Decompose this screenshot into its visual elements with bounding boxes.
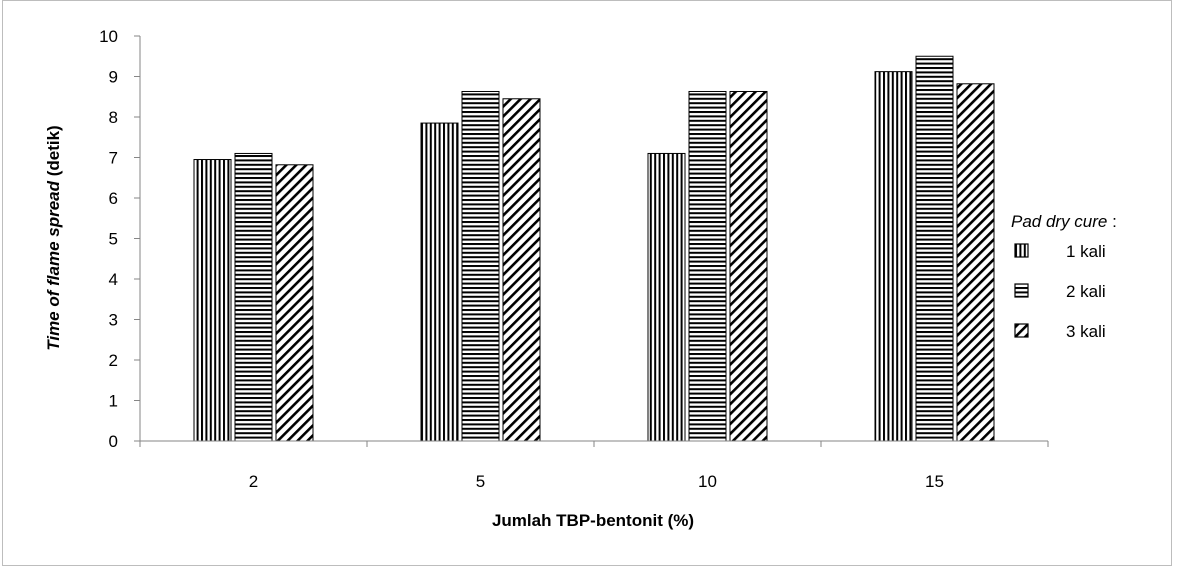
- bar-2-kali-10: [688, 90, 727, 442]
- y-tick-label: 10: [99, 27, 118, 46]
- y-axis-ticks: 0 1 2 3 4 5 6 7 8 9 10: [99, 27, 140, 451]
- legend-label: 1 kali: [1066, 242, 1106, 261]
- legend-label: 3 kali: [1066, 322, 1106, 341]
- legend-items: 1 kali 2 kali 3 kali: [1014, 242, 1106, 341]
- legend-title-italic: Pad dry cure: [1011, 212, 1107, 231]
- y-tick-label: 2: [109, 351, 118, 370]
- bar-3-kali-10: [729, 90, 768, 442]
- legend: Pad dry cure : 1 kali 2 kali 3 kali: [1011, 212, 1117, 341]
- x-tick-label: 10: [698, 472, 717, 491]
- legend-swatch-3-kali: [1014, 323, 1029, 338]
- x-axis-title: Jumlah TBP-bentonit (%): [492, 511, 694, 530]
- x-axis-ticks: 2 5 10 15: [139, 441, 1049, 491]
- y-tick-label: 6: [109, 189, 118, 208]
- y-tick-label: 1: [109, 392, 118, 411]
- bar-3-kali-2: [275, 164, 314, 442]
- x-tick-label: 5: [476, 472, 485, 491]
- bars: [193, 55, 995, 442]
- legend-title: Pad dry cure :: [1011, 212, 1117, 231]
- legend-title-colon: :: [1107, 212, 1116, 231]
- y-tick-label: 0: [109, 432, 118, 451]
- legend-swatch-2-kali: [1014, 283, 1029, 298]
- y-tick-label: 8: [109, 108, 118, 127]
- bar-1-kali-2: [193, 159, 232, 442]
- y-axis-title-unit: (detik): [44, 125, 63, 181]
- bar-chart: 0 1 2 3 4 5 6 7 8 9 10 2 5 10 15 Time of flame spread…: [44, 27, 1117, 530]
- bar-1-kali-10: [647, 152, 686, 442]
- y-tick-label: 4: [109, 270, 118, 289]
- bar-1-kali-15: [874, 71, 913, 442]
- y-tick-label: 7: [109, 149, 118, 168]
- y-tick-label: 5: [109, 230, 118, 249]
- legend-swatch-1-kali: [1014, 243, 1029, 258]
- legend-label: 2 kali: [1066, 282, 1106, 301]
- bar-3-kali-15: [956, 83, 995, 442]
- y-tick-label: 9: [109, 68, 118, 87]
- y-tick-label: 3: [109, 311, 118, 330]
- x-tick-label: 15: [925, 472, 944, 491]
- x-tick-label: 2: [249, 472, 258, 491]
- bar-2-kali-5: [461, 90, 500, 442]
- bar-2-kali-15: [915, 55, 954, 442]
- bar-1-kali-5: [420, 122, 459, 442]
- y-axis-title: Time of flame spread (detik): [44, 125, 63, 350]
- y-axis-title-italic: Time of flame spread: [44, 180, 63, 350]
- bar-2-kali-2: [234, 152, 273, 442]
- bar-3-kali-5: [502, 98, 541, 442]
